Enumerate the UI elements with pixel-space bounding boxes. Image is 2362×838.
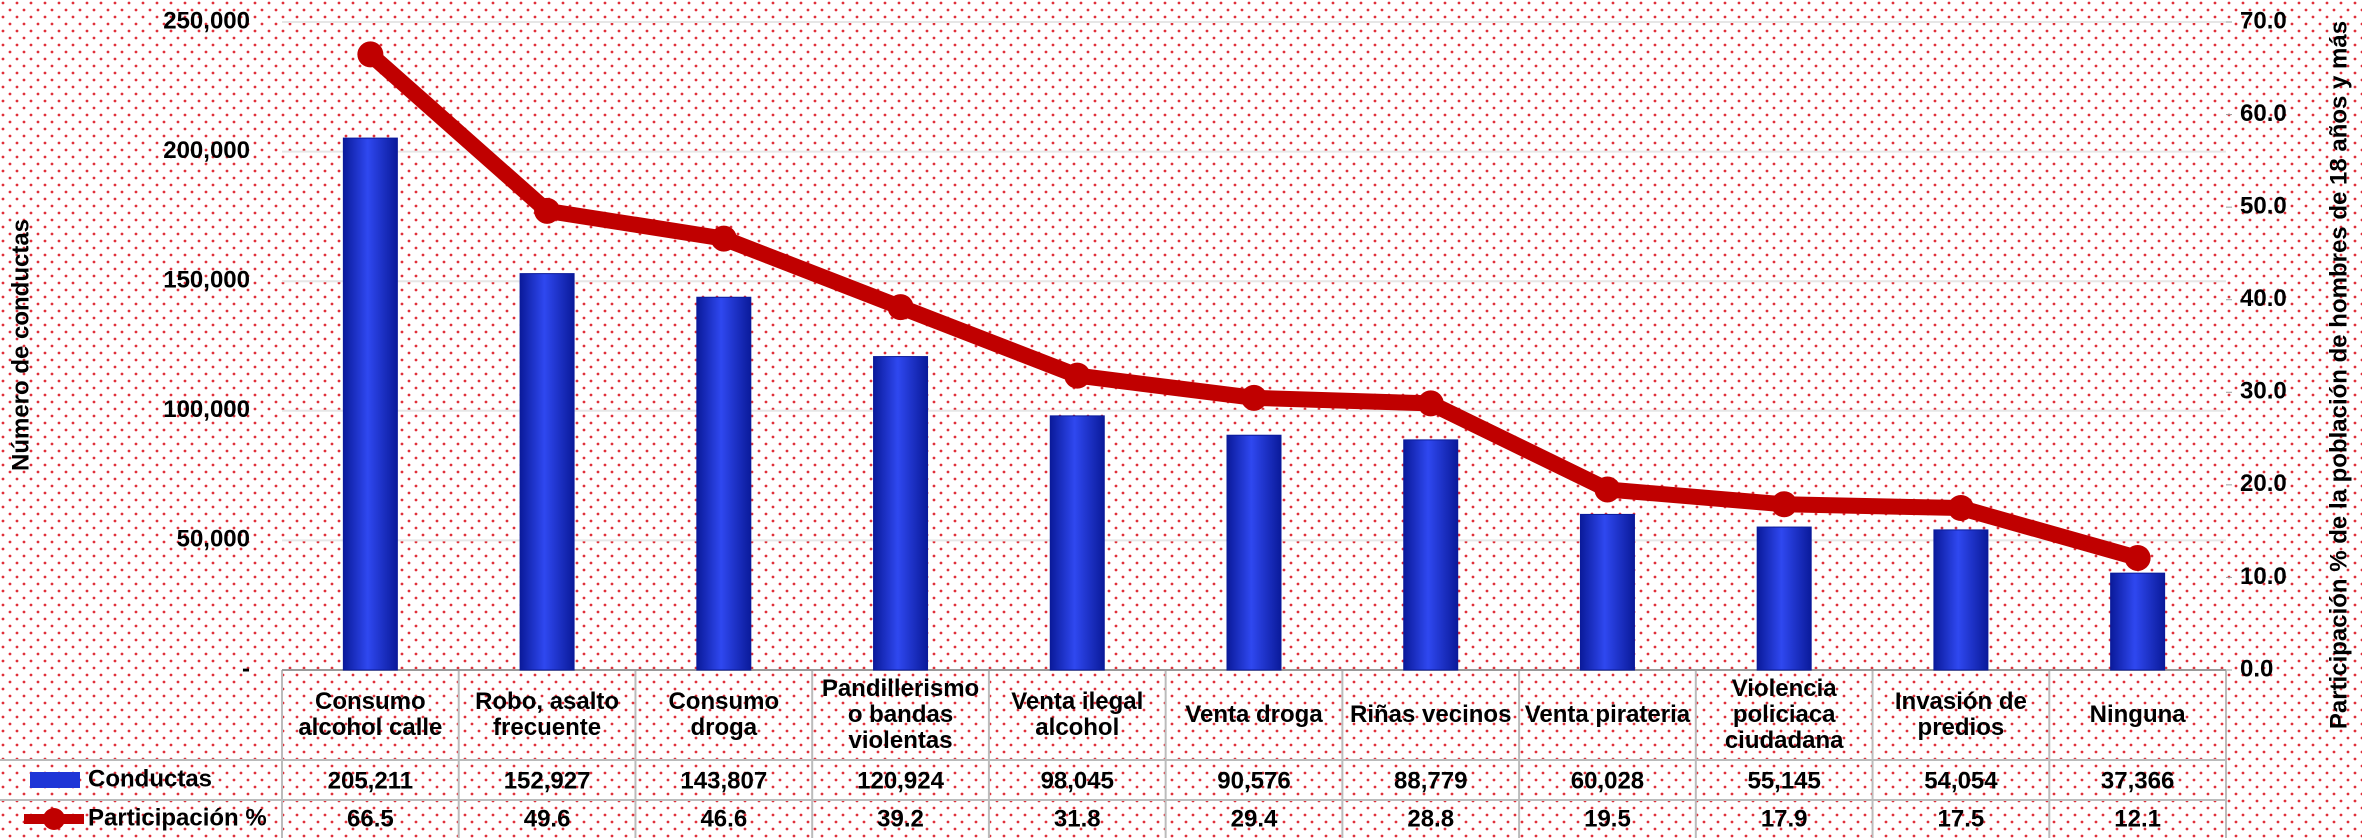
value-label: 49.6 [524,805,571,832]
value-label: 143,807 [680,767,767,794]
value-label: 88,779 [1394,767,1467,794]
legend-key [30,772,80,788]
y-tick-label: 250,000 [163,7,250,34]
y2-tick-label: 10.0 [2240,563,2287,590]
legend-label: Participación % [88,804,267,831]
y2-tick-label: 0.0 [2240,655,2273,682]
line-marker [1064,362,1091,389]
bar [696,296,752,671]
x-tick-label: Venta ilegal alcohol [1011,688,1144,741]
value-label: 37,366 [2101,767,2174,794]
bar [1579,513,1635,671]
bar [1403,439,1459,671]
x-tick-label: Consumo droga [668,688,780,741]
value-label: 55,145 [1747,767,1820,794]
y2-tick-label: 30.0 [2240,378,2287,405]
y-tick-label: - [242,655,250,682]
line-marker [1594,476,1621,503]
line-marker [357,41,384,68]
bar [342,137,398,671]
value-label: 29.4 [1231,805,1278,832]
x-tick-label: Venta pirateria [1524,701,1691,728]
bar [1933,529,1989,671]
value-label: 28.8 [1407,805,1454,832]
y2-axis-label: Participación % de la población de hombr… [2325,21,2352,729]
y2-tick-label: 40.0 [2240,285,2287,312]
x-tick-label: Ninguna [2089,701,2186,728]
value-label: 12.1 [2114,805,2161,832]
value-label: 17.9 [1761,805,1808,832]
y-tick-label: 150,000 [163,267,250,294]
value-label: 19.5 [1584,805,1631,832]
x-tick-label: Venta droga [1185,701,1323,728]
y-tick-label: 200,000 [163,137,250,164]
y-tick-label: 50,000 [177,526,250,553]
value-label: 98,045 [1041,767,1114,794]
value-label: 39.2 [877,805,924,832]
line-marker [1417,390,1444,417]
value-label: 205,211 [328,767,413,794]
line-marker [1771,491,1798,518]
bar [1049,415,1105,671]
bar [1226,434,1282,671]
value-label: 152,927 [504,767,591,794]
value-label: 90,576 [1217,767,1290,794]
bar [2110,572,2166,671]
line-marker [2124,544,2151,571]
value-label: 54,054 [1924,767,1998,794]
value-label: 120,924 [857,767,944,794]
legend-label: Conductas [88,765,212,792]
bar [519,273,575,671]
x-tick-label: Invasión de predios [1894,688,2027,741]
x-tick-label: Robo, asalto frecuente [475,688,620,741]
value-label: 46.6 [700,805,747,832]
x-tick-label: Riñas vecinos [1350,701,1512,728]
line-marker [710,225,737,252]
line-marker [1947,495,1974,521]
x-tick-label: Violencia policiaca ciudadana [1724,675,1844,754]
y2-tick-label: 20.0 [2240,470,2287,497]
value-label: 66.5 [347,805,394,832]
value-label: 17.5 [1938,805,1985,832]
line-marker [534,197,561,224]
x-tick-label: Consumo alcohol calle [298,688,443,741]
bar [1756,526,1812,671]
line-marker [1241,384,1267,411]
y2-tick-label: 70.0 [2240,7,2287,34]
y2-tick-label: 50.0 [2240,192,2287,219]
value-label: 60,028 [1571,767,1644,794]
legend-key [43,808,65,830]
y-axis-label: Número de conductas [7,219,34,471]
line-marker [887,294,914,321]
value-label: 31.8 [1054,805,1101,832]
x-tick-label: Pandillerismo o bandas violentas [821,675,980,754]
y-tick-label: 100,000 [163,396,250,423]
bar [873,356,929,671]
y2-tick-label: 60.0 [2240,100,2287,127]
